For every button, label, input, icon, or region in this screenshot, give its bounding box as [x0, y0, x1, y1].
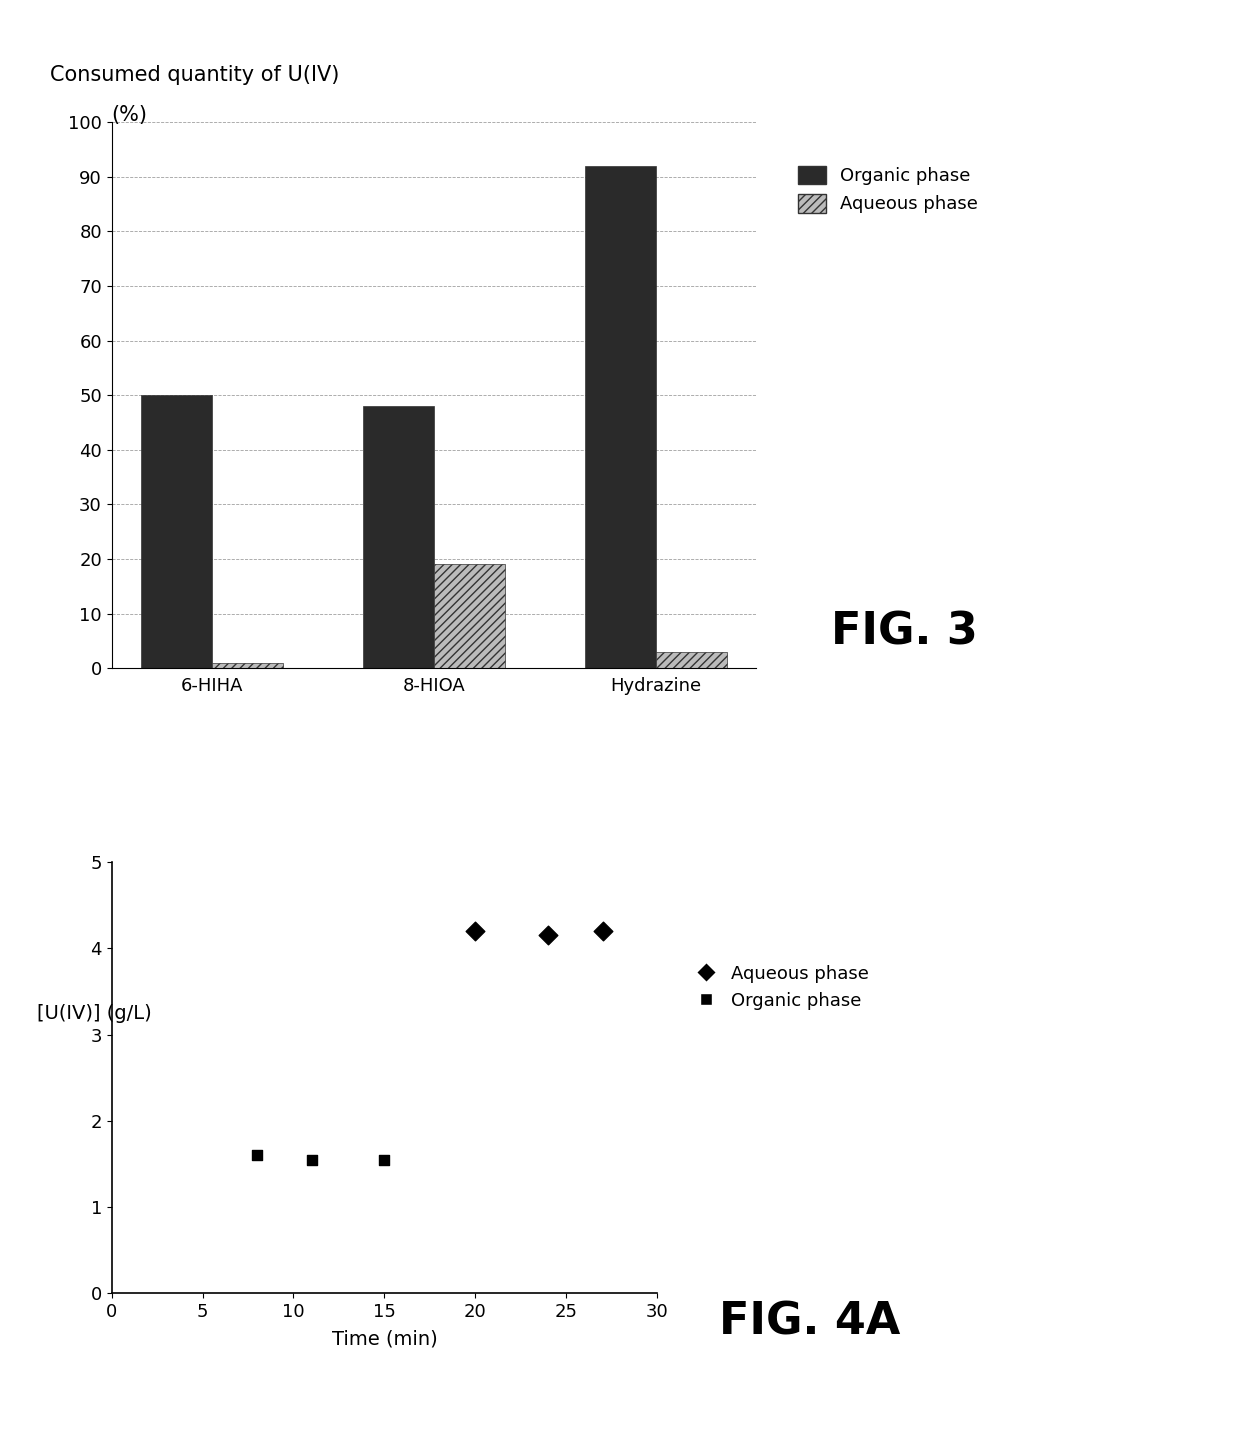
Bar — [141, 395, 212, 668]
Bar — [656, 652, 727, 668]
Organic phase — [374, 1148, 394, 1171]
Organic phase — [301, 1148, 321, 1171]
Text: FIG. 3: FIG. 3 — [831, 611, 977, 654]
Text: FIG. 4A: FIG. 4A — [719, 1300, 900, 1344]
Bar — [434, 565, 505, 668]
Bar — [212, 662, 283, 668]
Organic phase — [247, 1144, 267, 1167]
Aqueous phase — [538, 924, 558, 947]
Text: (%): (%) — [112, 105, 148, 125]
Aqueous phase — [465, 920, 485, 943]
Text: Consumed quantity of U(IV): Consumed quantity of U(IV) — [50, 65, 339, 85]
X-axis label: Time (min): Time (min) — [331, 1329, 438, 1348]
Legend: Aqueous phase, Organic phase: Aqueous phase, Organic phase — [688, 957, 877, 1017]
Legend: Organic phase, Aqueous phase: Organic phase, Aqueous phase — [791, 158, 985, 221]
Bar — [363, 407, 434, 668]
Bar — [585, 165, 656, 668]
Aqueous phase — [593, 920, 613, 943]
Text: [U(IV)] (g/L): [U(IV)] (g/L) — [37, 1003, 153, 1023]
